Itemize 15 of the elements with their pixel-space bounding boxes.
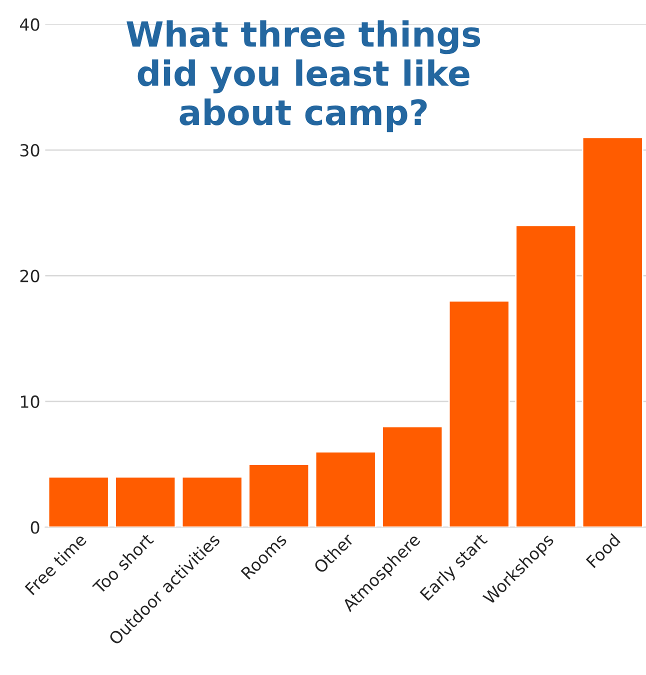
bar [48, 476, 110, 528]
bar [382, 426, 444, 528]
bar [515, 224, 577, 528]
bar [248, 464, 310, 528]
y-tick-label: 20 [20, 270, 40, 282]
y-tick-label: 10 [20, 395, 40, 408]
bar [181, 476, 243, 528]
bar [114, 476, 176, 528]
bar [448, 300, 510, 528]
text: What three things did you least like about camp? [126, 20, 480, 132]
y-tick-label: 0 [30, 521, 40, 534]
y-tick-label: 40 [20, 18, 40, 31]
y-tick-label: 30 [20, 144, 40, 157]
bar [582, 136, 644, 528]
bar [314, 451, 376, 528]
